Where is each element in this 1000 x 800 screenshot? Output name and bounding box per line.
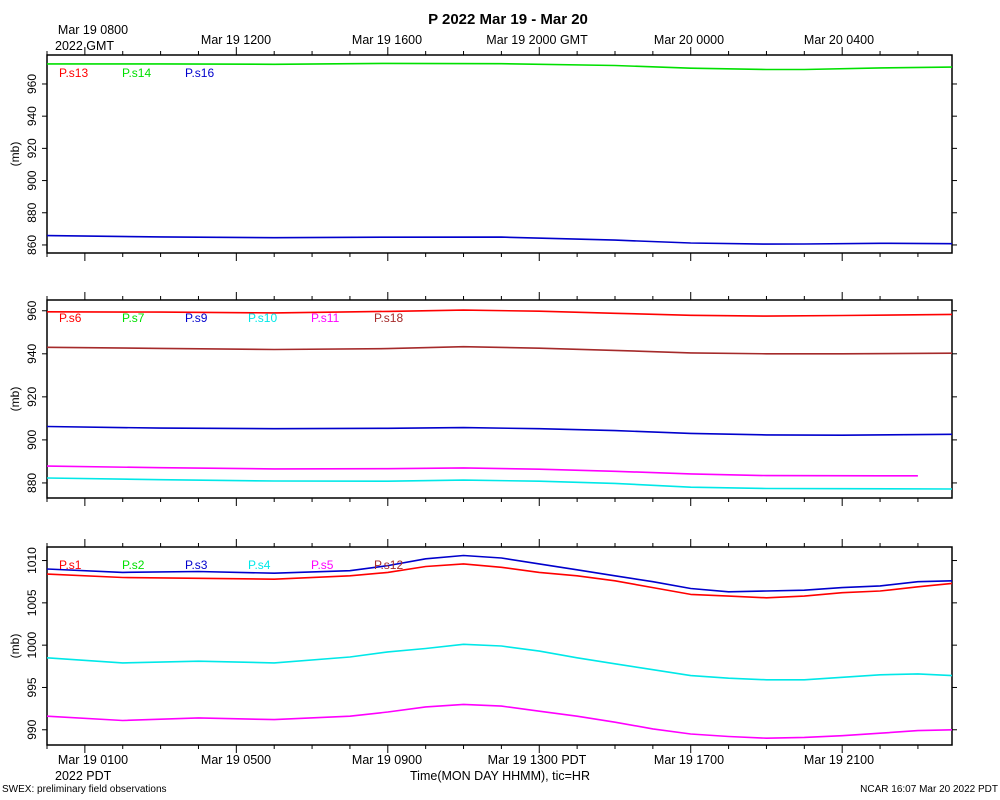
- y-axis-label: (mb): [8, 634, 22, 659]
- bottom-axis-label: Mar 19 1300 PDT: [488, 753, 587, 767]
- series-line-p-s16: [46, 234, 953, 245]
- legend-label: P.s13: [59, 66, 88, 80]
- top-axis-label: Mar 19 1200: [201, 33, 271, 47]
- series-line-p-s18: [46, 345, 953, 355]
- y-tick-label: 960: [25, 74, 39, 94]
- footer-left: SWEX: preliminary field observations: [2, 784, 167, 795]
- panel-3: 990 995 1000 1005 1010 (mb) P.s1 P.s2 P.s3 P.s4 P.…: [8, 539, 957, 753]
- legend-label: P.s3: [185, 558, 208, 572]
- legend-label: P.s14: [122, 66, 151, 80]
- y-tick-label: 1010: [25, 547, 39, 574]
- series-line-p-s11: [46, 465, 918, 477]
- series-line-p-s10: [46, 477, 953, 490]
- series-line-p-s5: [46, 703, 953, 739]
- plot-panels: 860 880 900 920 940 960 (mb) P.s13 P.s14 P.s16 880…: [8, 47, 957, 753]
- y-tick-label: 960: [25, 300, 39, 320]
- series-line-p-s3: [46, 554, 953, 593]
- series-line-p-s1: [46, 563, 953, 599]
- y-tick-label: 990: [25, 719, 39, 739]
- y-tick-label: 940: [25, 343, 39, 363]
- legend-label: P.s6: [59, 311, 82, 325]
- bottom-axis-label: Mar 19 0100: [58, 753, 128, 767]
- top-axis-label: Mar 19 0800: [58, 23, 128, 37]
- y-tick-label: 940: [25, 106, 39, 126]
- y-tick-label: 880: [25, 202, 39, 222]
- bottom-axis-sublabel: 2022 PDT: [55, 769, 112, 783]
- panel-frame: [46, 299, 953, 499]
- y-tick-label: 1005: [25, 589, 39, 616]
- top-time-axis: Mar 19 0800 Mar 19 1200 Mar 19 1600 Mar 19 …: [58, 23, 874, 47]
- y-tick-label: 860: [25, 235, 39, 255]
- bottom-axis-label: Mar 19 0500: [201, 753, 271, 767]
- top-axis-sublabel: 2022 GMT: [55, 39, 114, 53]
- top-axis-label: Mar 19 2000 GMT: [486, 33, 588, 47]
- legend-label: P.s5: [311, 558, 334, 572]
- panel-2: 880 900 920 940 960 (mb) P.s6 P.s7 P.s9 P.s10 P.s1…: [8, 292, 957, 506]
- y-tick-label: 920: [25, 387, 39, 407]
- series-line-p-s9: [46, 425, 953, 436]
- panel-frame: [46, 54, 953, 254]
- legend-label: P.s16: [185, 66, 214, 80]
- y-tick-label: 900: [25, 430, 39, 450]
- legend-label: P.s7: [122, 311, 145, 325]
- series-line-p-s14: [47, 62, 953, 71]
- y-tick-label: 900: [25, 170, 39, 190]
- series-line-p-s4: [46, 643, 953, 681]
- legend-label: P.s4: [248, 558, 271, 572]
- panel-1: 860 880 900 920 940 960 (mb) P.s13 P.s14 P.s16: [8, 47, 957, 261]
- legend-label: P.s10: [248, 311, 277, 325]
- panel-frame: [46, 546, 953, 746]
- legend-label: P.s18: [374, 311, 403, 325]
- series-line-p-s6: [46, 309, 953, 317]
- y-axis-label: (mb): [8, 387, 22, 412]
- legend-label: P.s9: [185, 311, 208, 325]
- x-axis-title: Time(MON DAY HHMM), tic=HR: [410, 769, 590, 783]
- top-axis-label: Mar 20 0400: [804, 33, 874, 47]
- top-axis-label: Mar 20 0000: [654, 33, 724, 47]
- y-axis-label: (mb): [8, 142, 22, 167]
- top-axis-label: Mar 19 1600: [352, 33, 422, 47]
- y-tick-label: 995: [25, 677, 39, 697]
- bottom-axis-label: Mar 19 0900: [352, 753, 422, 767]
- footer-right: NCAR 16:07 Mar 20 2022 PDT: [860, 784, 998, 795]
- legend-label: P.s2: [122, 558, 145, 572]
- bottom-axis-label: Mar 19 1700: [654, 753, 724, 767]
- y-tick-label: 880: [25, 473, 39, 493]
- y-tick-label: 1000: [25, 631, 39, 658]
- bottom-axis-label: Mar 19 2100: [804, 753, 874, 767]
- y-tick-label: 920: [25, 138, 39, 158]
- legend-label: P.s11: [311, 311, 340, 325]
- legend-label: P.s12: [374, 558, 403, 572]
- chart-title: P 2022 Mar 19 - Mar 20: [428, 11, 588, 28]
- legend-label: P.s1: [59, 558, 82, 572]
- bottom-time-axis: Mar 19 0100 Mar 19 0500 Mar 19 0900 Mar 19 …: [58, 753, 874, 767]
